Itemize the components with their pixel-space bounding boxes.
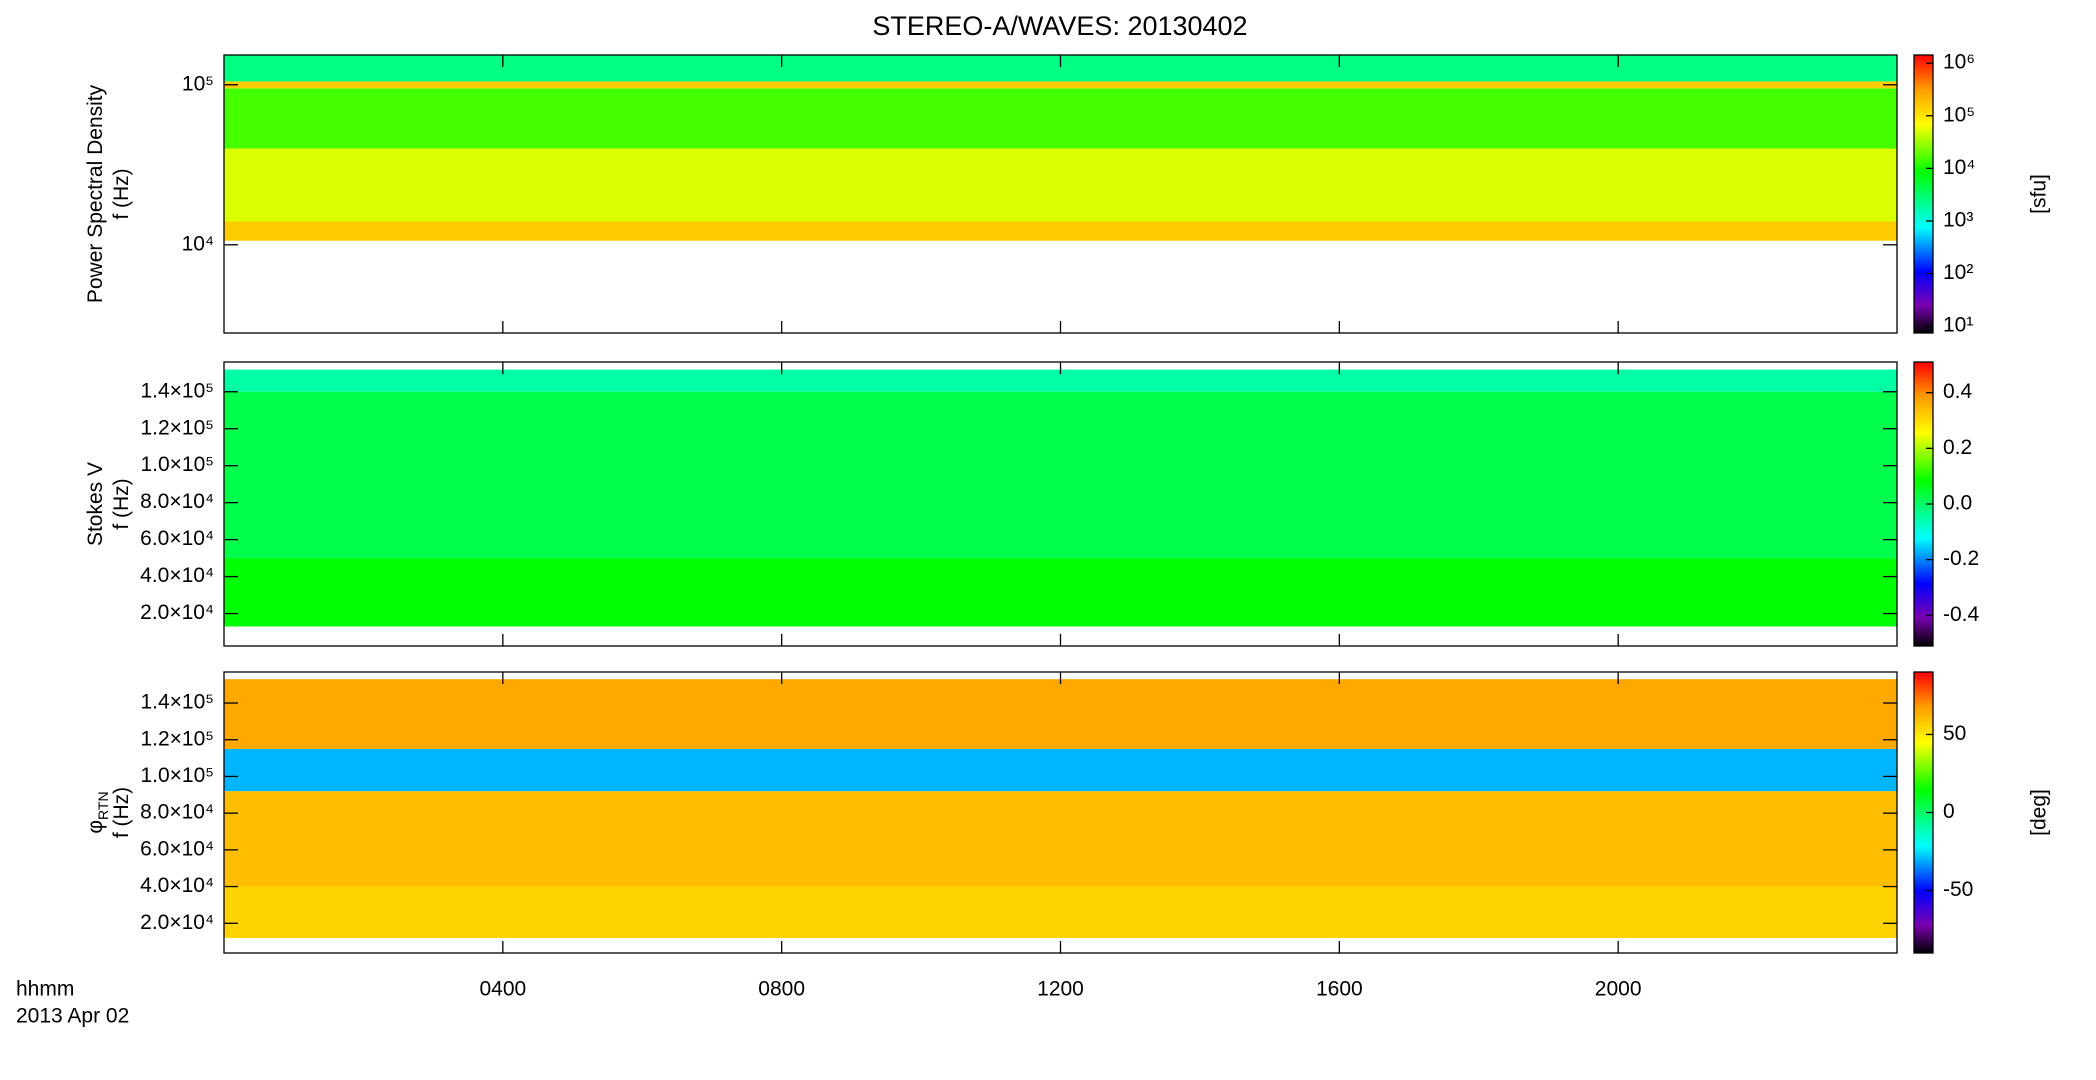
y-tick-label: 8.0×10⁴ — [140, 801, 214, 824]
heatmap-band — [224, 148, 1897, 222]
y-tick-label: 6.0×10⁴ — [140, 527, 214, 550]
y-axis-label: f (Hz) — [110, 478, 133, 529]
y-axis-label-text: Power Spectral Density — [84, 84, 107, 303]
y-axis-label: Power Spectral Density — [84, 84, 107, 303]
x-tick-label: 0400 — [479, 978, 526, 1001]
colorbar-tick-label: 0 — [1943, 800, 1955, 823]
y-tick-label: 8.0×10⁴ — [140, 490, 214, 513]
y-tick-label: 4.0×10⁴ — [140, 874, 214, 897]
y-axis-label: Stokes V — [84, 462, 107, 546]
x-tick-label: 0800 — [758, 978, 805, 1001]
y-tick-label: 4.0×10⁴ — [140, 564, 214, 587]
x-tick-label: 2000 — [1595, 978, 1642, 1001]
y-axis-label: f (Hz) — [110, 787, 133, 838]
title: STEREO-A/WAVES: 20130402 — [872, 11, 1247, 41]
y-tick-label: 1.2×10⁵ — [140, 727, 214, 750]
heatmap-band — [224, 558, 1897, 627]
y-tick-label: 10⁵ — [182, 72, 214, 95]
heatmap-band — [224, 791, 1897, 887]
heatmap-band — [224, 221, 1897, 241]
colorbar-tick-label: -50 — [1943, 878, 1973, 901]
colorbar-tick-label: -0.2 — [1943, 547, 1979, 570]
colorbar-tick-label: -0.4 — [1943, 603, 1980, 626]
y-tick-label: 2.0×10⁴ — [140, 601, 214, 624]
y-axis-label: φRTN — [84, 791, 111, 833]
y-tick-label: 1.2×10⁵ — [140, 416, 214, 439]
x-tick-label: 1600 — [1316, 978, 1363, 1001]
y-axis-label-text: f (Hz) — [110, 478, 133, 529]
heatmap-band — [224, 369, 1897, 392]
heatmap-band — [224, 679, 1897, 749]
y-tick-label: 1.4×10⁵ — [140, 379, 214, 402]
y-axis-label-text: f (Hz) — [110, 787, 133, 838]
date-label: 2013 Apr 02 — [16, 1005, 129, 1028]
colorbar-tick-label: 0.0 — [1943, 492, 1972, 515]
y-tick-label: 6.0×10⁴ — [140, 837, 214, 860]
heatmap-band — [224, 886, 1897, 938]
y-axis-label-sub: RTN — [95, 791, 111, 820]
y-axis-label-text: Stokes V — [84, 462, 107, 546]
colorbar-tick-label: 10⁴ — [1943, 156, 1975, 179]
colorbar-tick-label: 50 — [1943, 722, 1966, 745]
x-axis-label: hhmm — [16, 978, 74, 1001]
y-axis-label-text: f (Hz) — [110, 168, 133, 219]
colorbar-tick-label: 0.4 — [1943, 380, 1973, 403]
colorbar-tick-label: 10³ — [1943, 208, 1973, 231]
colorbar-tick-label: 0.2 — [1943, 436, 1972, 459]
heatmap-band — [224, 88, 1897, 149]
y-tick-label: 2.0×10⁴ — [140, 911, 214, 934]
heatmap-band — [224, 81, 1897, 89]
y-tick-label: 1.0×10⁵ — [140, 764, 214, 787]
colorbar-tick-label: 10⁶ — [1943, 51, 1975, 74]
y-tick-label: 1.0×10⁵ — [140, 453, 214, 476]
heatmap-band — [224, 748, 1897, 792]
x-tick-label: 1200 — [1037, 978, 1084, 1001]
colorbar-tick-label: 10² — [1943, 261, 1973, 284]
colorbar — [1913, 54, 1934, 334]
y-tick-label: 1.4×10⁵ — [140, 691, 214, 714]
y-axis-label: f (Hz) — [110, 168, 133, 219]
colorbar-label: [deg] — [2028, 789, 2051, 836]
y-tick-label: 10⁴ — [182, 232, 214, 255]
y-axis-label-text: φ — [84, 820, 107, 834]
colorbar-tick-label: 10⁵ — [1943, 103, 1975, 126]
colorbar-tick-label: 10¹ — [1943, 314, 1973, 337]
heatmap-band — [224, 391, 1897, 559]
colorbar-label: [sfu] — [2028, 174, 2051, 214]
